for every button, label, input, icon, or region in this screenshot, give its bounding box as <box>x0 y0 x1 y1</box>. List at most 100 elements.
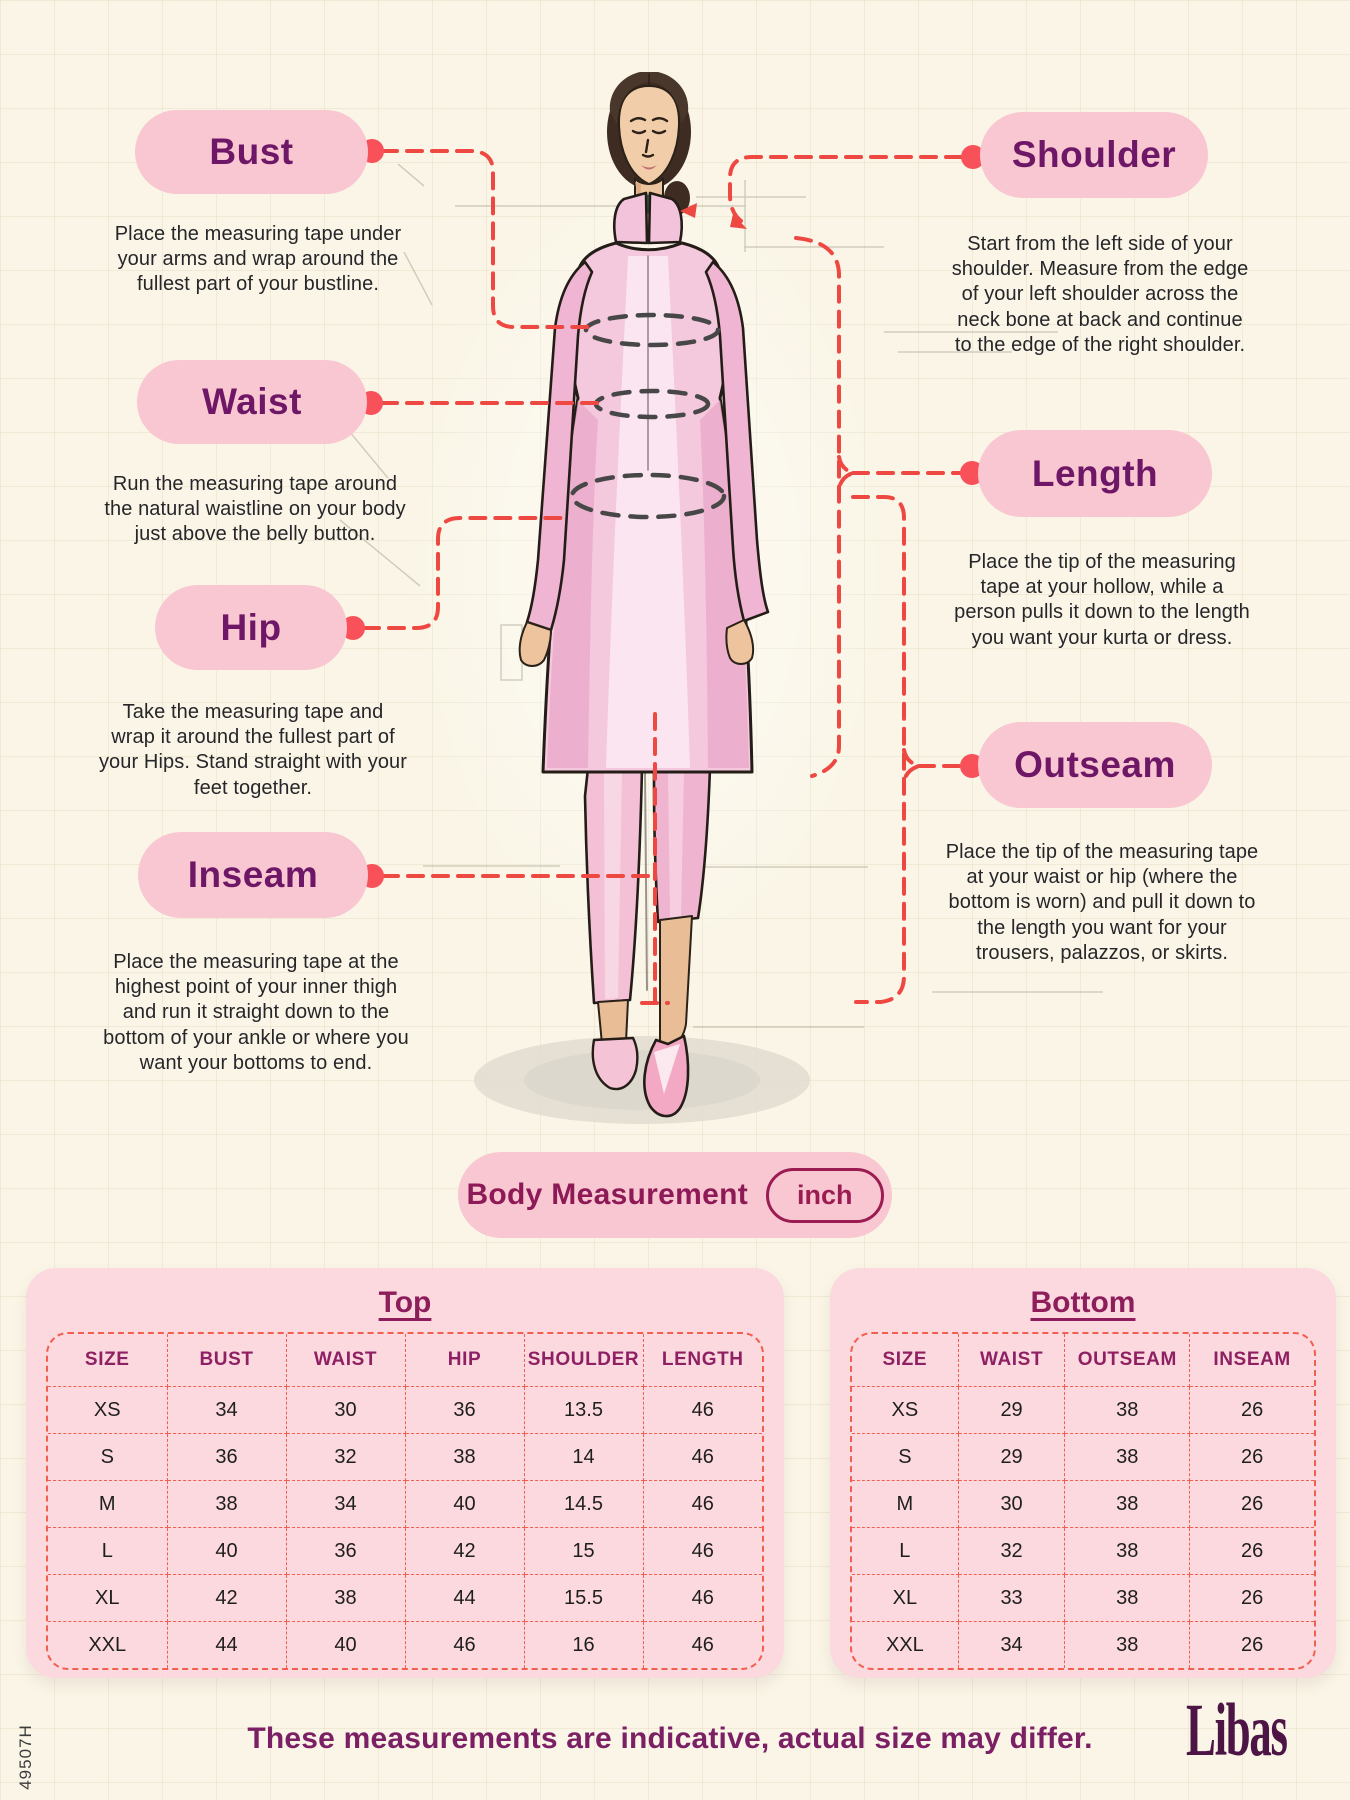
neck-arrowhead <box>680 203 697 218</box>
table-cell: M <box>48 1480 168 1528</box>
table-cell: 29 <box>957 1433 1066 1481</box>
table-cell: 36 <box>166 1433 287 1481</box>
table-cell: 40 <box>404 1480 525 1528</box>
table-cell: 38 <box>1064 1480 1191 1528</box>
table-cell: 46 <box>404 1621 525 1668</box>
body-measurement-label: Body Measurement <box>466 1178 749 1211</box>
size-card-top: Top SIZE BUST WAIST HIP SHOULDER LENGTH XS 34 3… <box>26 1268 784 1678</box>
table-cell: 26 <box>1189 1386 1314 1434</box>
hip-description: Take the measuring tape and wrap it arou… <box>98 701 408 799</box>
table-cell: 38 <box>166 1480 287 1528</box>
model-collar <box>612 191 684 245</box>
length-description: Place the tip of the measuring tape at y… <box>954 551 1250 649</box>
size-table-top: SIZE BUST WAIST HIP SHOULDER LENGTH XS 34 30 36 1… <box>48 1334 762 1668</box>
shoulder-connector <box>728 155 963 223</box>
outseam-description: Place the tip of the measuring tape at y… <box>945 841 1259 964</box>
table-cell: 46 <box>642 1527 762 1575</box>
table-cell: 40 <box>285 1621 406 1668</box>
shoulder-arrowhead <box>730 214 747 229</box>
unit-toggle-inch[interactable]: inch <box>766 1167 884 1223</box>
size-card-bottom: Bottom SIZE WAIST OUTSEAM INSEAM XS 29 38 26 S 2… <box>830 1268 1336 1678</box>
table-cell: 34 <box>957 1621 1066 1668</box>
table-cell: XL <box>48 1574 168 1622</box>
table-row: S 36 32 38 14 46 <box>48 1433 762 1481</box>
inseam-description: Place the measuring tape at the highest … <box>103 951 409 1074</box>
disclaimer-text: These measurements are indicative, actua… <box>247 1722 1093 1755</box>
table-cell: XS <box>48 1386 168 1434</box>
table-row: XS 29 38 26 <box>852 1386 1314 1434</box>
table-row: L 40 36 42 15 46 <box>48 1527 762 1575</box>
connector-arrows <box>680 203 747 229</box>
model-right-hand <box>725 619 755 665</box>
column-header: SIZE <box>852 1334 959 1387</box>
table-cell: S <box>48 1433 168 1481</box>
table-cell: 38 <box>285 1574 406 1622</box>
waist-description: Run the measuring tape around the natura… <box>104 473 406 546</box>
outseam-connector <box>902 748 964 784</box>
model-left-shoe <box>591 999 639 1091</box>
table-row: L 32 38 26 <box>852 1527 1314 1575</box>
bust-connector <box>380 149 590 329</box>
column-header: WAIST <box>285 1334 406 1387</box>
label-pill-hip: Hip <box>155 585 347 670</box>
table-cell: 34 <box>166 1386 287 1434</box>
table-cell: XL <box>852 1574 959 1622</box>
floor-shadow <box>474 1036 810 1124</box>
table-cell: 33 <box>957 1574 1066 1622</box>
body-measurement-bar: Body Measurement inch <box>458 1152 892 1238</box>
measurement-connectors <box>362 149 964 1005</box>
label-pill-inseam: Inseam <box>138 832 368 918</box>
table-cell: 26 <box>1189 1574 1314 1622</box>
label-pill-length: Length <box>978 430 1212 517</box>
table-row: XL 33 38 26 <box>852 1574 1314 1622</box>
table-title-top: Top <box>378 1286 432 1319</box>
column-header: WAIST <box>957 1334 1066 1387</box>
table-row: XXL 44 40 46 16 46 <box>48 1621 762 1668</box>
table-cell: 16 <box>523 1621 644 1668</box>
hip-dot <box>341 616 365 640</box>
pill-text: Inseam <box>187 854 319 895</box>
table-cell: 44 <box>404 1574 525 1622</box>
table-cell: 46 <box>642 1433 762 1481</box>
table-cell: XS <box>852 1386 959 1434</box>
pill-text: Waist <box>202 381 302 422</box>
table-row: XS 34 30 36 13.5 46 <box>48 1386 762 1434</box>
model-hair-front <box>609 72 689 124</box>
column-header: INSEAM <box>1189 1334 1314 1387</box>
table-cell: 38 <box>1064 1433 1191 1481</box>
table-cell: 38 <box>404 1433 525 1481</box>
length-vertical <box>794 236 841 778</box>
table-cell: 38 <box>1064 1527 1191 1575</box>
table-cell: 46 <box>642 1621 762 1668</box>
table-cell: 14.5 <box>523 1480 644 1528</box>
column-header: LENGTH <box>642 1334 762 1387</box>
hip-guide-ellipse <box>569 472 727 520</box>
table-cell: 26 <box>1189 1480 1314 1528</box>
table-cell: 30 <box>285 1386 406 1434</box>
table-frame: SIZE BUST WAIST HIP SHOULDER LENGTH XS 34 30 36 1… <box>46 1332 764 1670</box>
table-cell: 26 <box>1189 1621 1314 1668</box>
shoulder-dot <box>961 145 985 169</box>
inseam-vertical <box>640 712 670 1005</box>
pill-text: Bust <box>209 131 294 172</box>
table-cell: 46 <box>642 1480 762 1528</box>
table-cell: 14 <box>523 1433 644 1481</box>
column-header: HIP <box>404 1334 525 1387</box>
hip-connector <box>362 516 572 630</box>
bust-description: Place the measuring tape under your arms… <box>114 223 402 296</box>
table-cell: 44 <box>166 1621 287 1668</box>
table-cell: 38 <box>1064 1621 1191 1668</box>
table-cell: 42 <box>404 1527 525 1575</box>
table-cell: 26 <box>1189 1433 1314 1481</box>
table-cell: 29 <box>957 1386 1066 1434</box>
table-cell: M <box>852 1480 959 1528</box>
libas-logo: Libas <box>1186 1689 1288 1773</box>
table-row: M 38 34 40 14.5 46 <box>48 1480 762 1528</box>
length-connector <box>837 455 963 491</box>
table-cell: 46 <box>642 1386 762 1434</box>
table-cell: 30 <box>957 1480 1066 1528</box>
table-cell: 40 <box>166 1527 287 1575</box>
label-pill-shoulder: Shoulder <box>980 112 1208 198</box>
column-header: BUST <box>166 1334 287 1387</box>
